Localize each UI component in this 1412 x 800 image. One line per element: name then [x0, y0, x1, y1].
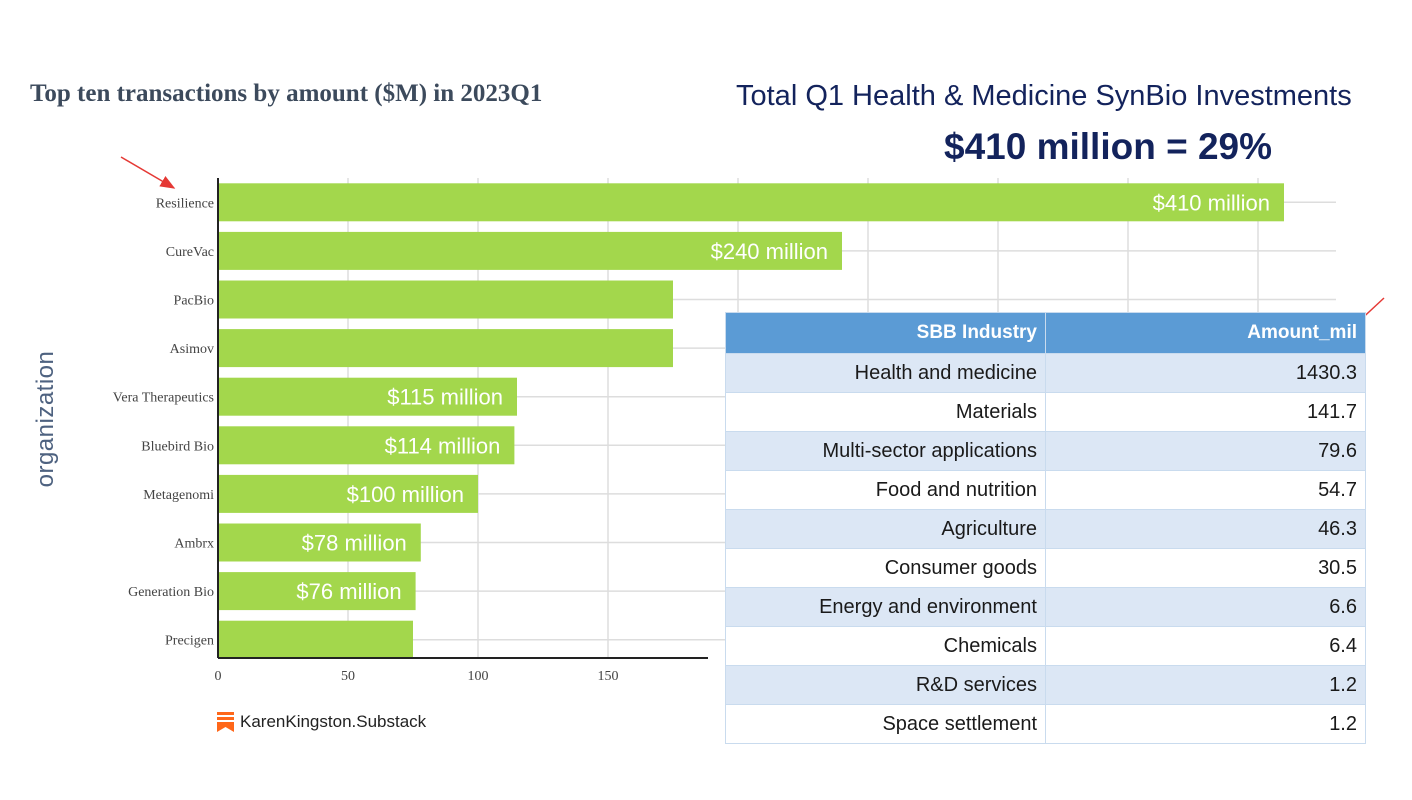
table-header-row: SBB Industry Amount_mil	[725, 312, 1366, 354]
x-tick-label: 0	[215, 669, 222, 684]
data-label: $78 million	[302, 531, 407, 556]
substack-icon	[217, 712, 234, 732]
category-label: Metagenomi	[143, 488, 214, 503]
amount-cell: 79.6	[1045, 431, 1366, 471]
industry-cell: Space settlement	[725, 704, 1046, 744]
category-label: CureVac	[166, 245, 214, 260]
headline-text: Total Q1 Health & Medicine SynBio Invest…	[736, 80, 1352, 112]
bar	[218, 329, 673, 368]
industry-cell: Food and nutrition	[725, 470, 1046, 510]
table-row: Health and medicine 1430.3	[725, 353, 1366, 393]
industry-cell: Multi-sector applications	[725, 431, 1046, 471]
category-label: Generation Bio	[128, 585, 214, 600]
x-tick-label: 50	[341, 669, 355, 684]
amount-cell: 141.7	[1045, 392, 1366, 432]
amount-cell: 6.4	[1045, 626, 1366, 666]
industry-cell: Chemicals	[725, 626, 1046, 666]
industry-cell: R&D services	[725, 665, 1046, 705]
category-label: Resilience	[156, 196, 214, 211]
amount-cell: 54.7	[1045, 470, 1366, 510]
category-label: Bluebird Bio	[141, 439, 214, 454]
table-row: Multi-sector applications 79.6	[725, 431, 1366, 471]
table-row: Agriculture 46.3	[725, 509, 1366, 549]
industry-table: SBB Industry Amount_mil Health and medic…	[725, 312, 1366, 744]
table-row: Consumer goods 30.5	[725, 548, 1366, 588]
table-row: Energy and environment 6.6	[725, 587, 1366, 627]
table-row: R&D services 1.2	[725, 665, 1366, 705]
headline-total: $410 million = 29%	[944, 126, 1273, 167]
y-axis-label: organization	[32, 350, 59, 488]
bar	[218, 280, 673, 319]
x-tick-label: 100	[468, 669, 489, 684]
category-label: Vera Therapeutics	[113, 391, 214, 406]
x-tick-label: 150	[598, 669, 619, 684]
bar	[218, 474, 478, 513]
data-label: $240 million	[711, 239, 828, 264]
arrow-to-resilience	[120, 156, 176, 189]
category-label: PacBio	[174, 294, 214, 309]
table-row: Food and nutrition 54.7	[725, 470, 1366, 510]
data-label: $76 million	[296, 579, 401, 604]
bar	[218, 572, 416, 611]
table-row: Chemicals 6.4	[725, 626, 1366, 666]
industry-cell: Agriculture	[725, 509, 1046, 549]
column-header-industry: SBB Industry	[725, 312, 1046, 354]
credit-text: KarenKingston.Substack	[240, 712, 427, 731]
category-label: Ambrx	[174, 537, 214, 552]
bar	[218, 620, 413, 659]
amount-cell: 1.2	[1045, 665, 1366, 705]
data-label: $114 million	[385, 433, 501, 458]
bar	[218, 231, 842, 270]
data-label: $100 million	[347, 482, 464, 507]
industry-cell: Materials	[725, 392, 1046, 432]
data-label: $115 million	[387, 385, 503, 410]
bar	[218, 183, 1284, 222]
industry-cell: Energy and environment	[725, 587, 1046, 627]
amount-cell: 6.6	[1045, 587, 1366, 627]
credit: KarenKingston.Substack	[217, 712, 426, 732]
amount-cell: 1.2	[1045, 704, 1366, 744]
amount-cell: 46.3	[1045, 509, 1366, 549]
industry-cell: Consumer goods	[725, 548, 1046, 588]
amount-cell: 1430.3	[1045, 353, 1366, 393]
table-row: Space settlement 1.2	[725, 704, 1366, 744]
column-header-amount: Amount_mil	[1045, 312, 1366, 354]
data-label: $410 million	[1153, 190, 1270, 215]
bar	[218, 523, 421, 562]
amount-cell: 30.5	[1045, 548, 1366, 588]
table-row: Materials 141.7	[725, 392, 1366, 432]
bar	[218, 377, 517, 416]
bar	[218, 426, 515, 465]
category-label: Asimov	[170, 342, 214, 357]
chart-title: Top ten transactions by amount ($M) in 2…	[30, 80, 543, 107]
category-label: Precigen	[165, 634, 214, 649]
industry-cell: Health and medicine	[725, 353, 1046, 393]
